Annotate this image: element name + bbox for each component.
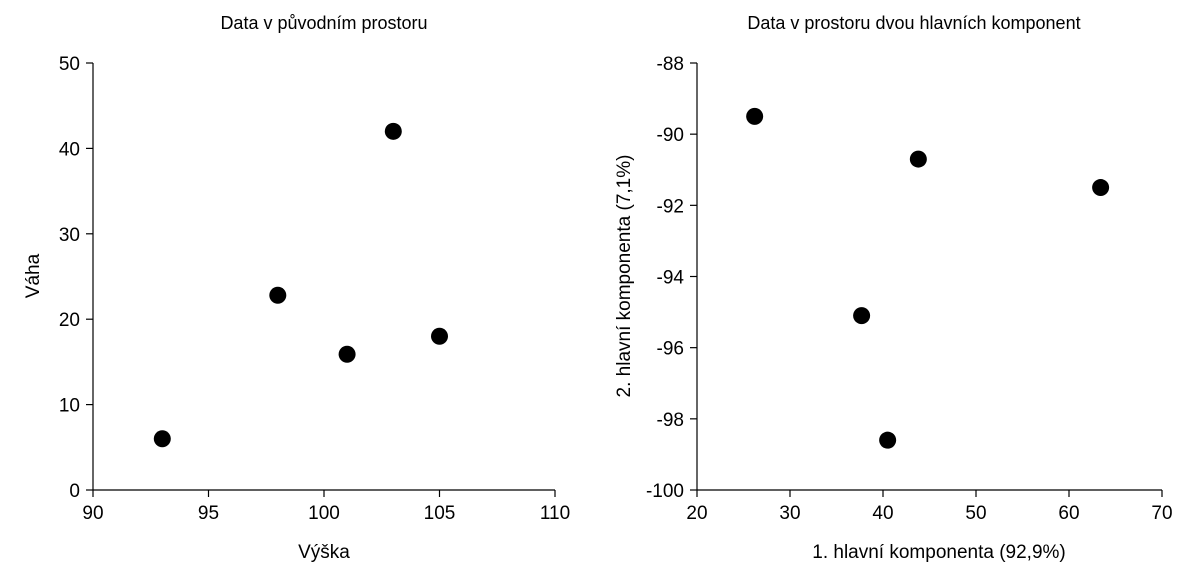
data-point xyxy=(909,150,927,168)
y-tick-label: -94 xyxy=(657,268,685,289)
y-tick-label: 20 xyxy=(59,310,80,331)
data-point xyxy=(1092,179,1110,197)
data-point xyxy=(384,122,402,140)
y-tick-label: 10 xyxy=(59,396,80,417)
data-point xyxy=(879,431,897,449)
x-tick-label: 110 xyxy=(540,503,570,524)
x-tick-label: 95 xyxy=(198,503,219,524)
y-tick-label: -88 xyxy=(657,54,684,75)
scatter-chart-pca-space: Data v prostoru dvou hlavních komponent … xyxy=(614,13,1173,563)
x-tick-label: 20 xyxy=(686,503,707,524)
data-point xyxy=(853,307,871,325)
x-tick-label: 50 xyxy=(965,503,986,524)
chart-title: Data v prostoru dvou hlavních komponent xyxy=(747,13,1080,33)
x-tick-label: 100 xyxy=(308,503,340,524)
x-tick-label: 90 xyxy=(82,503,103,524)
y-tick-label: -92 xyxy=(657,196,684,217)
y-tick-label: 40 xyxy=(59,139,80,160)
x-tick-label: 105 xyxy=(424,503,456,524)
x-tick-label: 60 xyxy=(1058,503,1079,524)
data-point xyxy=(431,327,448,345)
x-tick-label: 70 xyxy=(1151,503,1172,524)
data-point xyxy=(269,286,287,304)
data-point xyxy=(338,345,356,363)
data-point xyxy=(746,107,764,125)
y-tick-label: 50 xyxy=(59,54,80,75)
scatter-chart-original-space: Data v původním prostoru Výška Váha 90 95… xyxy=(23,13,570,563)
chart-title: Data v původním prostoru xyxy=(220,13,427,33)
y-axis-label: 2. hlavní komponenta (7,1%) xyxy=(614,155,635,398)
axes: 20 30 40 50 60 70 -100 -98 -96 -94 -92 -90 -88 xyxy=(646,54,1173,524)
x-axis-label: 1. hlavní komponenta (92,9%) xyxy=(812,542,1066,563)
y-tick-label: 0 xyxy=(69,481,80,502)
x-tick-label: 40 xyxy=(872,503,893,524)
y-tick-label: -98 xyxy=(657,410,684,431)
y-tick-label: -90 xyxy=(657,125,684,146)
data-points xyxy=(153,122,448,448)
y-axis-label: Váha xyxy=(23,253,44,298)
axes: 90 95 100 105 110 0 10 20 30 40 50 xyxy=(59,54,570,524)
y-tick-label: -100 xyxy=(646,481,684,502)
y-tick-label: -96 xyxy=(657,339,684,360)
data-points xyxy=(746,107,1110,449)
data-point xyxy=(153,430,171,448)
x-axis-label: Výška xyxy=(298,542,350,563)
x-tick-label: 30 xyxy=(779,503,800,524)
y-tick-label: 30 xyxy=(59,225,80,246)
